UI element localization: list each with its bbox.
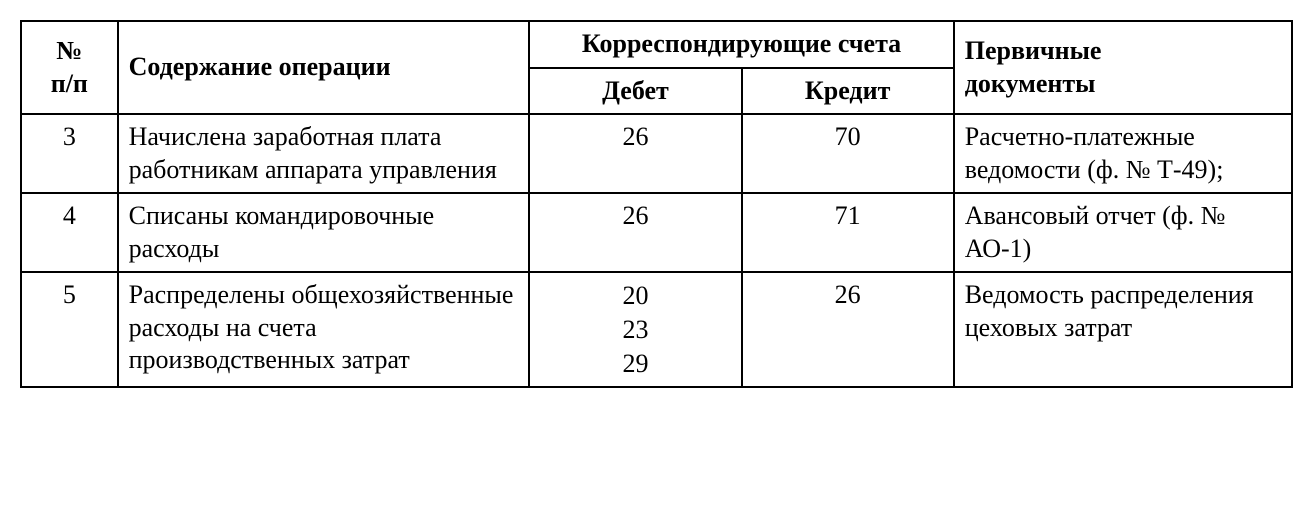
- table-body: 3 Начислена заработная плата работникам …: [21, 114, 1292, 387]
- cell-debit: 202329: [529, 272, 741, 387]
- header-desc: Содержание операции: [118, 21, 530, 114]
- cell-num: 5: [21, 272, 118, 387]
- cell-num: 3: [21, 114, 118, 193]
- accounting-operations-table: №п/п Содержание операции Корреспондирующ…: [20, 20, 1293, 388]
- header-docs: Первичныедокументы: [954, 21, 1292, 114]
- cell-docs: Авансовый отчет (ф. № АО-1): [954, 193, 1292, 272]
- cell-desc: Списаны командировоч­ные расходы: [118, 193, 530, 272]
- cell-desc: Распределены общехо­зяйственные расходы …: [118, 272, 530, 387]
- table-row: 3 Начислена заработная плата работникам …: [21, 114, 1292, 193]
- cell-debit: 26: [529, 193, 741, 272]
- cell-credit: 70: [742, 114, 954, 193]
- cell-desc: Начислена заработная плата работникам ап…: [118, 114, 530, 193]
- table-header: №п/п Содержание операции Корреспондирующ…: [21, 21, 1292, 114]
- header-num: №п/п: [21, 21, 118, 114]
- table-row: 4 Списаны командировоч­ные расходы 26 71…: [21, 193, 1292, 272]
- header-row-1: №п/п Содержание операции Корреспондирующ…: [21, 21, 1292, 68]
- cell-credit: 71: [742, 193, 954, 272]
- header-debit: Дебет: [529, 68, 741, 115]
- cell-credit: 26: [742, 272, 954, 387]
- cell-docs: Ведомость распре­деления цеховых затрат: [954, 272, 1292, 387]
- cell-num: 4: [21, 193, 118, 272]
- cell-debit: 26: [529, 114, 741, 193]
- table-row: 5 Распределены общехо­зяйственные расход…: [21, 272, 1292, 387]
- header-credit: Кредит: [742, 68, 954, 115]
- header-corr-accounts: Корреспондирующие счета: [529, 21, 953, 68]
- cell-docs: Расчетно-платеж­ные ведомости (ф. № Т-49…: [954, 114, 1292, 193]
